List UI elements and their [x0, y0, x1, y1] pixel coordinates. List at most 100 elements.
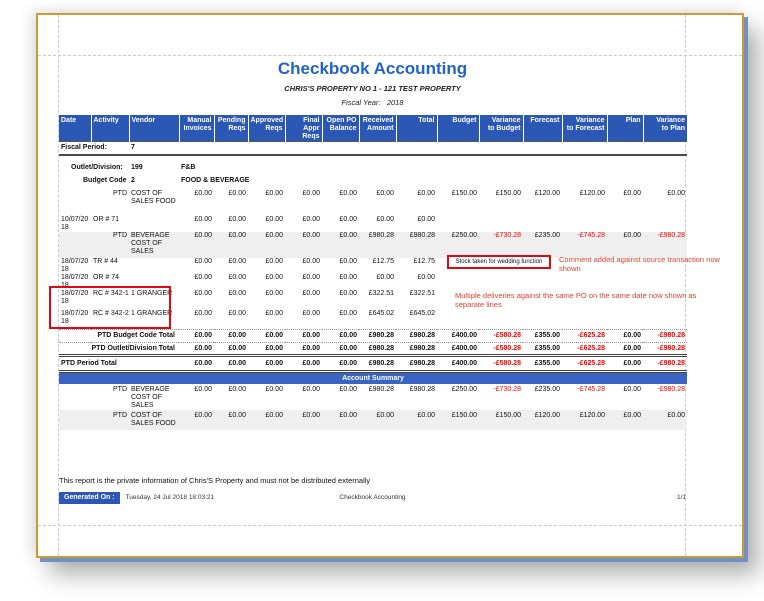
header-line: Variance — [491, 117, 521, 124]
account-cell: BEVERAGE COST OF SALES — [131, 385, 170, 409]
report-footer: Checkbook Accounting Generated On : Tues… — [59, 491, 686, 505]
value-cell: -£980.28 — [643, 329, 687, 343]
summary-row-beverage: PTD BEVERAGE COST OF SALES £0.00 £0.00 £… — [59, 384, 687, 410]
value-cell: £0.00 — [248, 231, 285, 258]
value-cell: £0.00 — [179, 329, 214, 343]
date-line: 10/07/20 — [61, 215, 89, 223]
value-cell: £980.28 — [396, 329, 437, 343]
account-cell: COST OF SALES FOOD — [131, 189, 176, 205]
column-header-variance-to-forecast: Variance to Forecast — [562, 115, 608, 142]
column-header-total: Total — [396, 115, 438, 142]
value-cell: £235.00 — [534, 385, 560, 393]
activity-cell: RC # 342-2 — [93, 309, 129, 317]
value-cell: £0.00 — [302, 273, 320, 281]
value-cell: £0.00 — [376, 215, 394, 223]
date-line: 18 — [61, 281, 69, 289]
value-cell: £0.00 — [322, 409, 359, 430]
value-cell: £400.00 — [437, 329, 479, 343]
value-cell: £0.00 — [339, 273, 357, 281]
value-cell: -£730.28 — [479, 231, 523, 258]
budget-code-row: Budget Code 2 FOOD & BEVERAGE — [59, 177, 687, 190]
fiscal-period-value: 7 — [129, 141, 179, 156]
ptd-label: PTD — [113, 385, 127, 393]
report-page: Checkbook Accounting CHRIS'S PROPERTY NO… — [36, 13, 744, 558]
vendor-cell — [129, 258, 179, 274]
value-cell: £0.00 — [667, 189, 685, 197]
value-cell: £980.28 — [368, 385, 394, 393]
value-cell: £0.00 — [417, 215, 435, 223]
value-cell: £0.00 — [339, 309, 357, 317]
header-line: Activity — [93, 117, 119, 124]
value-cell: £0.00 — [194, 257, 212, 265]
column-header-variance-to-budget: Variance to Budget — [479, 115, 524, 142]
value-cell: £0.00 — [285, 231, 322, 258]
date-line: 18 — [61, 265, 69, 273]
header-line: Amount — [367, 125, 394, 132]
value-cell: £0.00 — [194, 385, 212, 393]
value-cell — [479, 274, 523, 290]
header-line: Variance — [656, 117, 685, 124]
value-cell: -£580.28 — [479, 354, 523, 373]
value-cell: £0.00 — [265, 273, 283, 281]
footer-doc-name: Checkbook Accounting — [339, 494, 406, 501]
outlet-division-row: Outlet/Division: 199 F&B — [59, 164, 687, 177]
date-line: 18 — [61, 223, 69, 231]
ptd-row-beverage-cost-of-sales: PTD BEVERAGE COST OF SALES £0.00 £0.00 £… — [59, 231, 687, 258]
date-cell: 18/07/20 18 — [59, 274, 91, 290]
value-cell: £980.28 — [409, 385, 435, 393]
value-cell: £0.00 — [285, 329, 322, 343]
outlet-name: F&B — [181, 163, 196, 171]
column-header-vendor: Vendor — [129, 115, 180, 142]
value-cell: £0.00 — [285, 342, 322, 356]
column-header-open-po-balance: Open PO Balance — [322, 115, 360, 142]
value-cell — [437, 274, 479, 290]
value-cell: £0.00 — [302, 385, 320, 393]
column-header-received-amount: Received Amount — [359, 115, 397, 142]
value-cell: £0.00 — [214, 354, 248, 373]
value-cell: £0.00 — [179, 342, 214, 356]
fiscal-year-label: Fiscal Year: — [341, 98, 381, 107]
value-cell: £400.00 — [437, 342, 479, 356]
value-cell: £0.00 — [194, 309, 212, 317]
value-cell: £645.02 — [368, 309, 394, 317]
value-cell: £0.00 — [214, 231, 248, 258]
header-line: Forecast — [530, 117, 560, 124]
value-cell: -£980.28 — [643, 354, 687, 373]
header-line: to Forecast — [566, 125, 605, 132]
value-cell: £0.00 — [359, 409, 396, 430]
header-line: Manual — [187, 117, 212, 124]
outlet-code: 199 — [131, 163, 143, 171]
date-cell — [59, 190, 91, 216]
transaction-row-rc342-2: 18/07/20 18 RC # 342-2 1 GRANGER £0.00 £0… — [59, 310, 687, 330]
account-summary-title: Account Summary — [59, 371, 687, 384]
value-cell: £0.00 — [643, 409, 687, 430]
value-cell: £150.00 — [437, 409, 479, 430]
margin-guide-left — [58, 15, 59, 556]
value-cell: £0.00 — [607, 231, 643, 258]
column-header-approved-reqs: Approved Reqs — [248, 115, 286, 142]
value-cell: £12.75 — [413, 257, 435, 265]
fiscal-period-row: Fiscal Period: 7 — [59, 141, 687, 156]
value-cell: £0.00 — [376, 189, 394, 197]
budget-code-label: Budget Code — [83, 176, 127, 184]
column-header-date: Date — [59, 115, 92, 142]
value-cell: £0.00 — [194, 189, 212, 197]
value-cell — [562, 216, 607, 232]
date-line: 18 — [61, 297, 69, 305]
value-cell: £0.00 — [302, 257, 320, 265]
value-cell: £0.00 — [339, 289, 357, 297]
value-cell: £150.00 — [479, 409, 523, 430]
transaction-row-rc342-1: 18/07/20 18 RC # 342-1 1 GRANGER £0.00 £0… — [59, 290, 687, 310]
header-line: Vendor — [131, 117, 156, 124]
vendor-cell: 1 GRANGER — [131, 309, 173, 317]
value-cell — [479, 216, 523, 232]
generated-on-badge: Generated On : — [59, 491, 120, 504]
column-header-manual-invoices: Manual Invoices — [179, 115, 215, 142]
header-line: Reqs — [265, 125, 283, 132]
header-line: Invoices — [183, 125, 212, 132]
value-cell: £0.00 — [179, 354, 214, 373]
value-cell — [643, 274, 687, 290]
activity-cell: OR # 71 — [93, 215, 120, 223]
value-cell: £0.00 — [376, 273, 394, 281]
header-line: Approved — [250, 117, 284, 124]
